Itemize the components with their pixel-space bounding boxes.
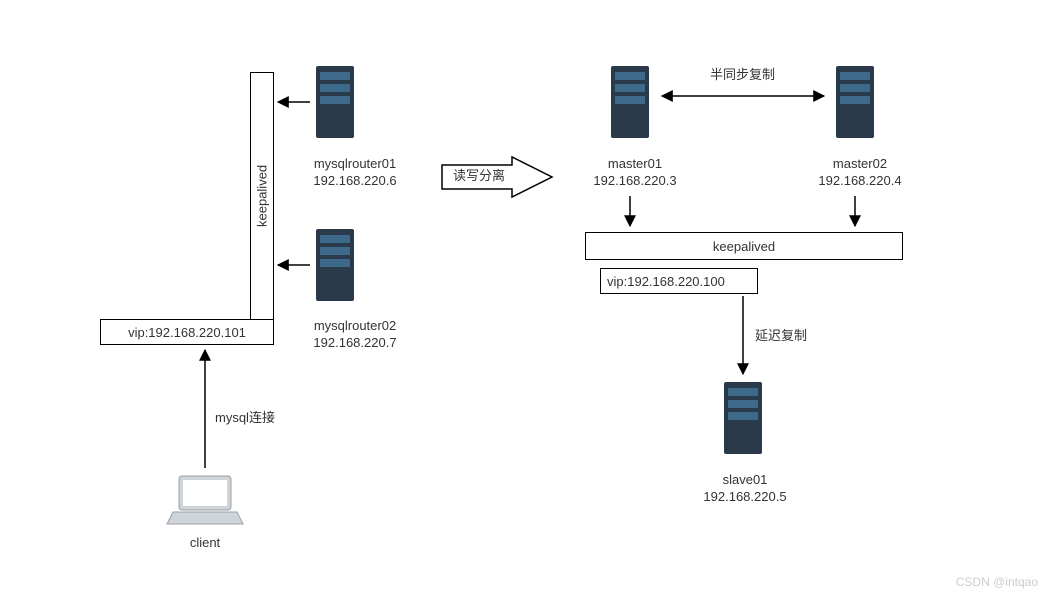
master01-icon [605, 62, 655, 142]
keepalived-left-label: keepalived [255, 165, 270, 227]
vip-left-label: vip:192.168.220.101 [128, 325, 246, 340]
semi-sync-text: 半同步复制 [710, 67, 775, 82]
client-name: client [190, 535, 220, 550]
vip-right-label: vip:192.168.220.100 [607, 274, 725, 289]
vip-right-box: vip:192.168.220.100 [600, 268, 758, 294]
connectors [0, 0, 1050, 597]
mysqlrouter02-label: mysqlrouter02 192.168.220.7 [290, 318, 420, 352]
keepalived-right-label: keepalived [713, 239, 775, 254]
mysql-conn-label: mysql连接 [215, 410, 275, 427]
watermark: CSDN @intqao [956, 575, 1038, 589]
delay-repl-label: 延迟复制 [755, 328, 807, 345]
semi-sync-label: 半同步复制 [710, 67, 775, 84]
mysqlrouter01-name: mysqlrouter01 [314, 156, 396, 171]
mysqlrouter02-ip: 192.168.220.7 [313, 335, 396, 350]
slave01-name: slave01 [723, 472, 768, 487]
rw-split-text: 读写分离 [453, 168, 505, 183]
delay-repl-text: 延迟复制 [755, 328, 807, 343]
keepalived-right-box: keepalived [585, 232, 903, 260]
keepalived-left-box: keepalived [250, 72, 274, 320]
master02-name: master02 [833, 156, 887, 171]
slave01-ip: 192.168.220.5 [703, 489, 786, 504]
watermark-text: CSDN @intqao [956, 575, 1038, 589]
mysqlrouter02-name: mysqlrouter02 [314, 318, 396, 333]
mysqlrouter01-icon [310, 62, 360, 142]
client-label: client [175, 535, 235, 552]
master01-label: master01 192.168.220.3 [580, 156, 690, 190]
mysqlrouter01-label: mysqlrouter01 192.168.220.6 [290, 156, 420, 190]
master02-ip: 192.168.220.4 [818, 173, 901, 188]
slave01-label: slave01 192.168.220.5 [690, 472, 800, 506]
mysql-conn-text: mysql连接 [215, 410, 275, 425]
master02-icon [830, 62, 880, 142]
master01-name: master01 [608, 156, 662, 171]
vip-left-box: vip:192.168.220.101 [100, 319, 274, 345]
client-icon [165, 470, 245, 530]
mysqlrouter01-ip: 192.168.220.6 [313, 173, 396, 188]
master02-label: master02 192.168.220.4 [805, 156, 915, 190]
slave01-icon [718, 378, 768, 458]
master01-ip: 192.168.220.3 [593, 173, 676, 188]
mysqlrouter02-icon [310, 225, 360, 305]
rw-split-label: 读写分离 [453, 168, 505, 185]
